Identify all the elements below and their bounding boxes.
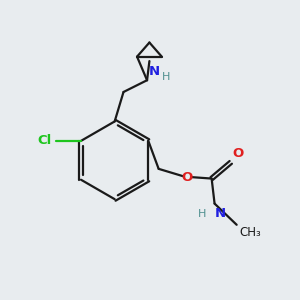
Text: H: H — [198, 209, 206, 219]
Text: N: N — [215, 207, 226, 220]
Text: Cl: Cl — [37, 134, 52, 147]
Text: H: H — [162, 72, 171, 82]
Text: O: O — [181, 171, 192, 184]
Text: CH₃: CH₃ — [239, 226, 261, 239]
Text: O: O — [232, 147, 244, 160]
Text: N: N — [148, 65, 160, 78]
